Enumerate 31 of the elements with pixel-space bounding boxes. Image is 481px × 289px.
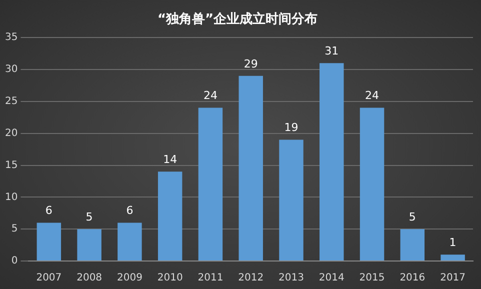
- y-tick-label: 25: [4, 96, 18, 108]
- x-tick-label: 2012: [238, 272, 264, 284]
- y-tick-label: 15: [4, 160, 18, 171]
- data-label: 24: [203, 89, 218, 102]
- y-tick-label: 30: [4, 64, 18, 76]
- data-label: 31: [324, 44, 339, 58]
- y-tick-label: 20: [4, 128, 18, 139]
- data-label: 6: [45, 204, 52, 218]
- x-tick-label: 2008: [76, 272, 102, 284]
- data-label: 29: [244, 57, 258, 70]
- x-tick-label: 2016: [400, 272, 426, 284]
- x-tick-label: 2017: [440, 272, 466, 284]
- y-tick-label: 0: [11, 256, 18, 267]
- x-tick-label: 2009: [116, 272, 142, 284]
- y-tick-label: 35: [4, 32, 18, 44]
- chart-title: “独角兽”企业成立时间分布: [157, 11, 318, 28]
- data-label: 5: [86, 210, 93, 224]
- data-label: 6: [126, 204, 134, 218]
- data-label: 1: [449, 236, 456, 249]
- x-tick-label: 2013: [278, 272, 304, 284]
- x-tick-label: 2015: [359, 272, 385, 284]
- data-label: 24: [365, 89, 380, 102]
- x-tick-label: 2014: [318, 272, 344, 284]
- data-label: 14: [163, 153, 178, 166]
- x-tick-label: 2011: [198, 272, 224, 284]
- data-label: 19: [284, 121, 298, 134]
- y-tick-label: 5: [11, 224, 18, 235]
- y-tick-label: 10: [4, 192, 18, 203]
- x-tick-label: 2007: [36, 272, 62, 284]
- data-label: 5: [408, 210, 416, 224]
- x-tick-label: 2010: [157, 272, 183, 284]
